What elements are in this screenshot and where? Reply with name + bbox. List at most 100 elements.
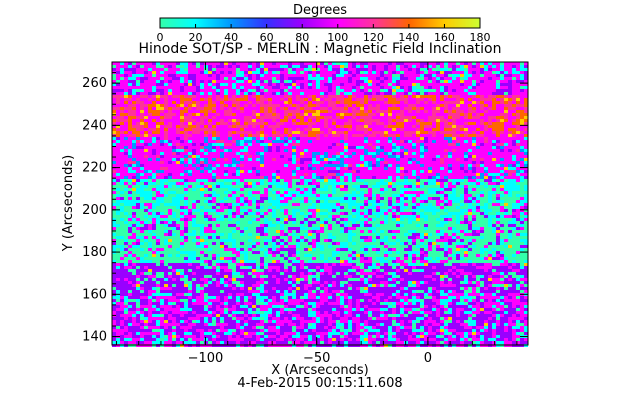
heatmap-cell xyxy=(504,101,508,104)
heatmap-cell xyxy=(148,68,152,71)
heatmap-cell xyxy=(188,164,192,167)
heatmap-cell xyxy=(456,134,460,137)
heatmap-cell xyxy=(116,197,120,200)
heatmap-cell xyxy=(436,185,440,188)
heatmap-cell xyxy=(208,155,212,158)
heatmap-cell xyxy=(168,104,172,107)
heatmap-cell xyxy=(508,74,512,77)
heatmap-cell xyxy=(392,65,396,68)
heatmap-cell xyxy=(304,200,308,203)
heatmap-cell xyxy=(268,113,272,116)
heatmap-cell xyxy=(324,71,328,74)
heatmap-cell xyxy=(356,164,360,167)
heatmap-cell xyxy=(388,62,392,65)
heatmap-cell xyxy=(476,164,480,167)
heatmap-cell xyxy=(492,89,496,92)
heatmap-cell xyxy=(256,131,260,134)
heatmap-cell xyxy=(148,149,152,152)
heatmap-cell xyxy=(364,194,368,197)
heatmap-cell xyxy=(248,92,252,95)
heatmap-cell xyxy=(200,179,204,182)
heatmap-cell xyxy=(216,173,220,176)
heatmap-cell xyxy=(188,137,192,140)
heatmap-cell xyxy=(424,125,428,128)
heatmap-cell xyxy=(516,113,520,116)
heatmap-cell xyxy=(172,170,176,173)
heatmap-cell xyxy=(396,197,400,200)
heatmap-cell xyxy=(248,119,252,122)
colorbar-tick-label: 120 xyxy=(363,31,384,44)
heatmap-cell xyxy=(348,125,352,128)
heatmap-cell xyxy=(340,161,344,164)
heatmap-cell xyxy=(132,146,136,149)
heatmap-cell xyxy=(512,176,516,179)
heatmap-cell xyxy=(152,203,156,206)
heatmap-cell xyxy=(148,125,152,128)
heatmap-cell xyxy=(248,107,252,110)
heatmap-cell xyxy=(172,152,176,155)
heatmap-cell xyxy=(368,155,372,158)
heatmap-cell xyxy=(208,101,212,104)
heatmap-cell xyxy=(364,122,368,125)
heatmap-cell xyxy=(296,131,300,134)
heatmap-cell xyxy=(176,146,180,149)
heatmap-cell xyxy=(152,140,156,143)
heatmap-cell xyxy=(364,104,368,107)
heatmap-cell xyxy=(436,65,440,68)
heatmap-cell xyxy=(416,200,420,203)
heatmap-cell xyxy=(468,149,472,152)
heatmap-cell xyxy=(256,80,260,83)
heatmap-cell xyxy=(320,95,324,98)
heatmap-cell xyxy=(440,65,444,68)
heatmap-cell xyxy=(308,113,312,116)
heatmap-cell xyxy=(504,143,508,146)
heatmap-cell xyxy=(200,107,204,110)
heatmap-cell xyxy=(428,104,432,107)
heatmap-cell xyxy=(320,83,324,86)
heatmap-cell xyxy=(456,173,460,176)
heatmap-cell xyxy=(124,92,128,95)
heatmap-cell xyxy=(376,146,380,149)
heatmap-cell xyxy=(356,68,360,71)
heatmap-cell xyxy=(448,197,452,200)
heatmap-cell xyxy=(300,104,304,107)
heatmap-cell xyxy=(208,194,212,197)
heatmap-cell xyxy=(232,77,236,80)
heatmap-cell xyxy=(344,179,348,182)
heatmap-cell xyxy=(112,164,116,167)
heatmap-cell xyxy=(196,176,200,179)
heatmap-cell xyxy=(144,146,148,149)
heatmap-cell xyxy=(116,122,120,125)
heatmap-cell xyxy=(364,77,368,80)
heatmap-cell xyxy=(268,182,272,185)
heatmap-cell xyxy=(196,137,200,140)
heatmap-cell xyxy=(172,134,176,137)
heatmap-cell xyxy=(456,200,460,203)
heatmap-cell xyxy=(140,194,144,197)
heatmap-cell xyxy=(428,89,432,92)
heatmap-cell xyxy=(480,146,484,149)
heatmap-cell xyxy=(236,62,240,65)
heatmap-cell xyxy=(384,92,388,95)
heatmap-cell xyxy=(204,134,208,137)
heatmap-cell xyxy=(328,170,332,173)
heatmap-cell xyxy=(376,128,380,131)
heatmap-cell xyxy=(336,149,340,152)
heatmap-cell xyxy=(500,116,504,119)
heatmap-cell xyxy=(164,107,168,110)
heatmap-cell xyxy=(360,89,364,92)
heatmap-cell xyxy=(400,101,404,104)
heatmap-cell xyxy=(272,176,276,179)
heatmap-cell xyxy=(524,140,528,143)
heatmap-cell xyxy=(276,77,280,80)
heatmap-cell xyxy=(384,149,388,152)
heatmap-cell xyxy=(264,200,268,203)
heatmap-cell xyxy=(168,191,172,194)
heatmap-cell xyxy=(344,74,348,77)
heatmap-cell xyxy=(432,113,436,116)
heatmap-cell xyxy=(344,176,348,179)
heatmap-cell xyxy=(384,104,388,107)
heatmap-cell xyxy=(256,110,260,113)
heatmap-cell xyxy=(448,191,452,194)
heatmap-cell xyxy=(152,95,156,98)
